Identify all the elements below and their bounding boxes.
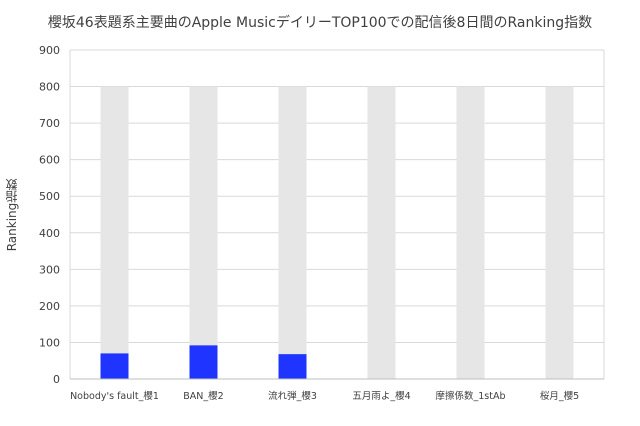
value-bar [189,345,218,379]
y-tick-label: 800 [39,81,60,94]
y-tick-label: 700 [39,117,60,130]
y-tick-label: 900 [39,44,60,57]
x-tick-label: BAN_櫻2 [183,390,223,402]
background-bar [456,86,485,380]
y-tick-label: 100 [39,336,60,349]
y-tick-label: 200 [39,300,60,313]
x-tick-label: 五月雨よ_櫻4 [352,390,410,402]
background-bar [545,86,574,380]
y-tick-label: 400 [39,227,60,240]
value-bar [278,354,307,379]
background-bar [367,86,396,380]
background-bar [278,86,307,380]
y-tick-label: 600 [39,154,60,167]
x-tick-label: Nobody's fault_櫻1 [70,390,159,402]
chart-title: 櫻坂46表題系主要曲のApple MusicデイリーTOP100での配信後8日間… [47,15,593,31]
value-bar [100,353,129,379]
x-tick-label: 摩擦係数_1stAb [436,390,506,402]
background-bar [189,86,218,380]
x-tick-label: 桜月_櫻5 [540,390,579,402]
y-tick-label: 0 [53,373,60,386]
x-tick-label: 流れ弾_櫻3 [268,390,317,402]
background-bar [100,86,129,380]
y-tick-label: 500 [39,190,60,203]
y-tick-label: 300 [39,263,60,276]
